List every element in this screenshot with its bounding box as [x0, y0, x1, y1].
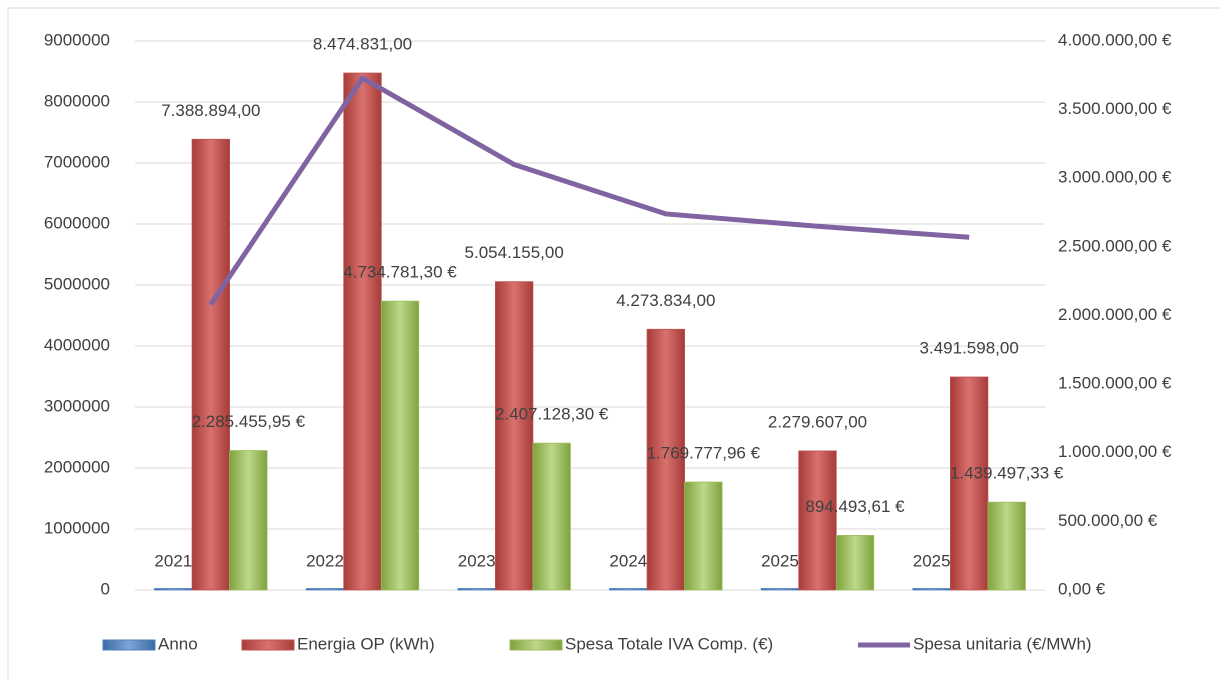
legend-label: Anno: [158, 634, 198, 653]
bar: [987, 501, 1026, 591]
y-tick-label: 5000000: [44, 274, 110, 293]
legend-label: Energia OP (kWh): [297, 634, 435, 653]
data-label: 5.054.155,00: [465, 243, 564, 262]
bar: [495, 281, 534, 591]
data-label: 894.493,61 €: [805, 497, 905, 516]
y2-tick-label: 2.000.000,00 €: [1058, 305, 1172, 324]
y-tick-label: 0: [101, 579, 110, 598]
data-label: 2021: [154, 551, 192, 570]
y-tick-label: 8000000: [44, 91, 110, 110]
legend-swatch: [241, 639, 295, 651]
data-label: 2.407.128,30 €: [495, 405, 609, 424]
data-label: 2.285.455,95 €: [192, 412, 306, 431]
legend-swatch: [102, 639, 156, 651]
bar: [835, 535, 875, 591]
chart-frame: [7, 7, 1220, 679]
bar: [609, 588, 648, 591]
bar: [684, 481, 723, 591]
y2-tick-label: 3.000.000,00 €: [1058, 168, 1172, 187]
bar: [305, 588, 345, 591]
bar: [760, 588, 800, 591]
data-label: 3.491.598,00: [920, 338, 1019, 357]
data-label: 1.769.777,96 €: [647, 444, 761, 463]
y-tick-label: 7000000: [44, 152, 110, 171]
line-series: [208, 75, 970, 306]
y-tick-label: 6000000: [44, 213, 110, 232]
bar: [532, 442, 571, 591]
bar: [191, 138, 230, 591]
y2-tick-label: 4.000.000,00 €: [1058, 30, 1172, 49]
y2-tick-label: 1.000.000,00 €: [1058, 442, 1172, 461]
y2-tick-label: 3.500.000,00 €: [1058, 99, 1172, 118]
data-label: 2.279.607,00: [768, 412, 867, 431]
y-tick-label: 1000000: [44, 518, 110, 537]
data-label: 7.388.894,00: [161, 101, 260, 120]
y-tick-label: 9000000: [44, 30, 110, 49]
legend-swatch: [509, 639, 563, 651]
y2-tick-label: 2.500.000,00 €: [1058, 236, 1172, 255]
bar: [380, 300, 420, 591]
bar: [154, 588, 193, 591]
data-label: 8.474.831,00: [313, 35, 412, 54]
bar: [950, 376, 989, 591]
y2-tick-label: 0,00 €: [1058, 579, 1106, 598]
data-label: 2024: [609, 551, 647, 570]
bar: [457, 588, 496, 591]
data-label: 2023: [458, 551, 496, 570]
data-label: 2025: [761, 551, 799, 570]
bar: [229, 450, 268, 591]
bar: [798, 450, 837, 591]
y-tick-label: 4000000: [44, 335, 110, 354]
y2-tick-label: 500.000,00 €: [1058, 511, 1158, 530]
data-label: 4.734.781,30 €: [343, 263, 457, 282]
data-label: 2025: [913, 551, 951, 570]
y-tick-label: 2000000: [44, 457, 110, 476]
legend-label: Spesa unitaria (€/MWh): [913, 634, 1092, 653]
bar: [646, 328, 685, 591]
bar: [912, 588, 951, 591]
bar: [343, 72, 382, 591]
y-tick-label: 3000000: [44, 396, 110, 415]
data-label: 4.273.834,00: [616, 291, 715, 310]
legend-label: Spesa Totale IVA Comp. (€): [565, 634, 773, 653]
y2-tick-label: 1.500.000,00 €: [1058, 374, 1172, 393]
data-label: 1.439.497,33 €: [950, 464, 1064, 483]
data-label: 2022: [306, 551, 344, 570]
